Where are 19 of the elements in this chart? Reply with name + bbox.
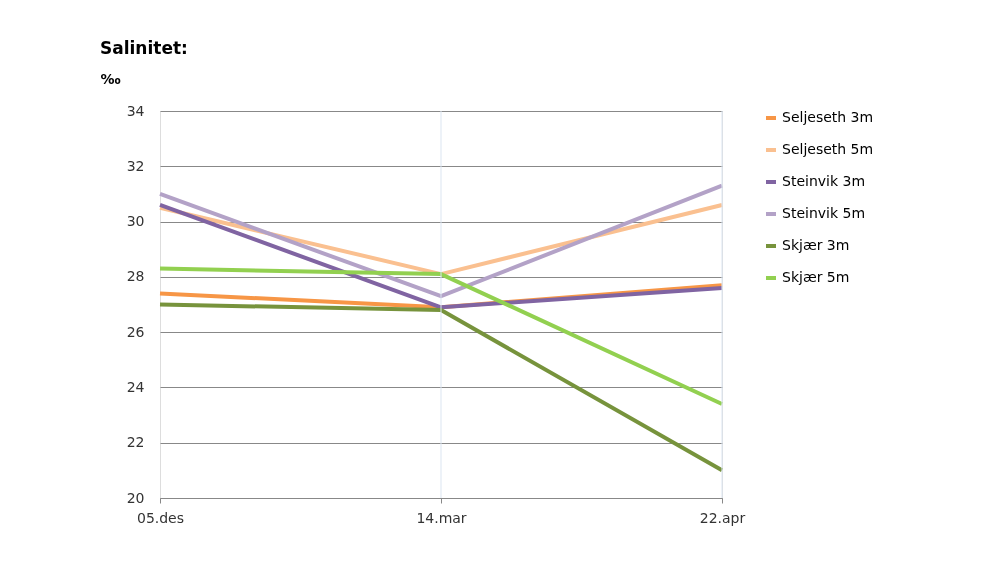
- legend-label: Skjær 3m: [782, 237, 850, 253]
- y-tick-label: 34: [126, 102, 145, 119]
- x-tick-label: 14.mar: [416, 509, 467, 526]
- y-tick-label: 26: [126, 323, 145, 340]
- y-axis-title: ‰: [100, 70, 121, 87]
- legend-label: Seljeseth 3m: [782, 109, 874, 125]
- legend-label: Steinvik 3m: [782, 173, 866, 189]
- y-tick-label: 32: [126, 157, 145, 174]
- legend-label: Skjær 5m: [782, 269, 850, 285]
- y-tick-label: 28: [126, 268, 145, 285]
- y-tick-label: 20: [126, 489, 145, 506]
- x-tick-label: 05.des: [136, 509, 185, 526]
- x-tick-label: 22.apr: [699, 509, 746, 526]
- y-tick-label: 30: [126, 213, 145, 230]
- chart-title: Salinitet:: [100, 38, 188, 58]
- y-tick-label: 22: [126, 434, 145, 451]
- y-tick-label: 24: [126, 378, 145, 395]
- legend-label: Seljeseth 5m: [782, 141, 874, 157]
- legend-label: Steinvik 5m: [782, 205, 866, 221]
